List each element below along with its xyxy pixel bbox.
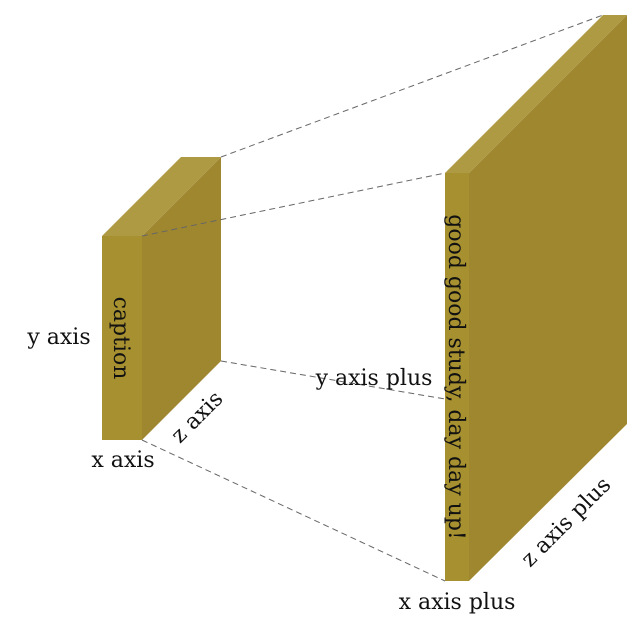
- large-block-side-face: [469, 15, 627, 581]
- small-block-y-axis-label: y axis: [26, 325, 90, 350]
- projection-line-front-top: [141, 172, 446, 237]
- projection-line-top: [220, 14, 604, 158]
- large-block-y-axis-label: y axis plus: [315, 366, 433, 391]
- small-block-front-face: [102, 236, 142, 440]
- small-block: [102, 157, 221, 440]
- small-block-x-axis-label: x axis: [91, 448, 154, 473]
- small-block-side-face: [142, 157, 221, 440]
- large-block-x-axis-label: x axis plus: [399, 590, 516, 615]
- large-block-front-face: [445, 173, 469, 581]
- projection-line-side-bottom: [220, 360, 446, 400]
- projection-line-bottom: [141, 439, 446, 582]
- large-block-caption: good good study, day day up!: [443, 214, 468, 540]
- large-block: [445, 15, 627, 581]
- small-block-caption: caption: [108, 297, 133, 380]
- large-block-top-face: [445, 15, 627, 173]
- small-block-top-face: [102, 157, 221, 236]
- projection-lines: [141, 14, 604, 582]
